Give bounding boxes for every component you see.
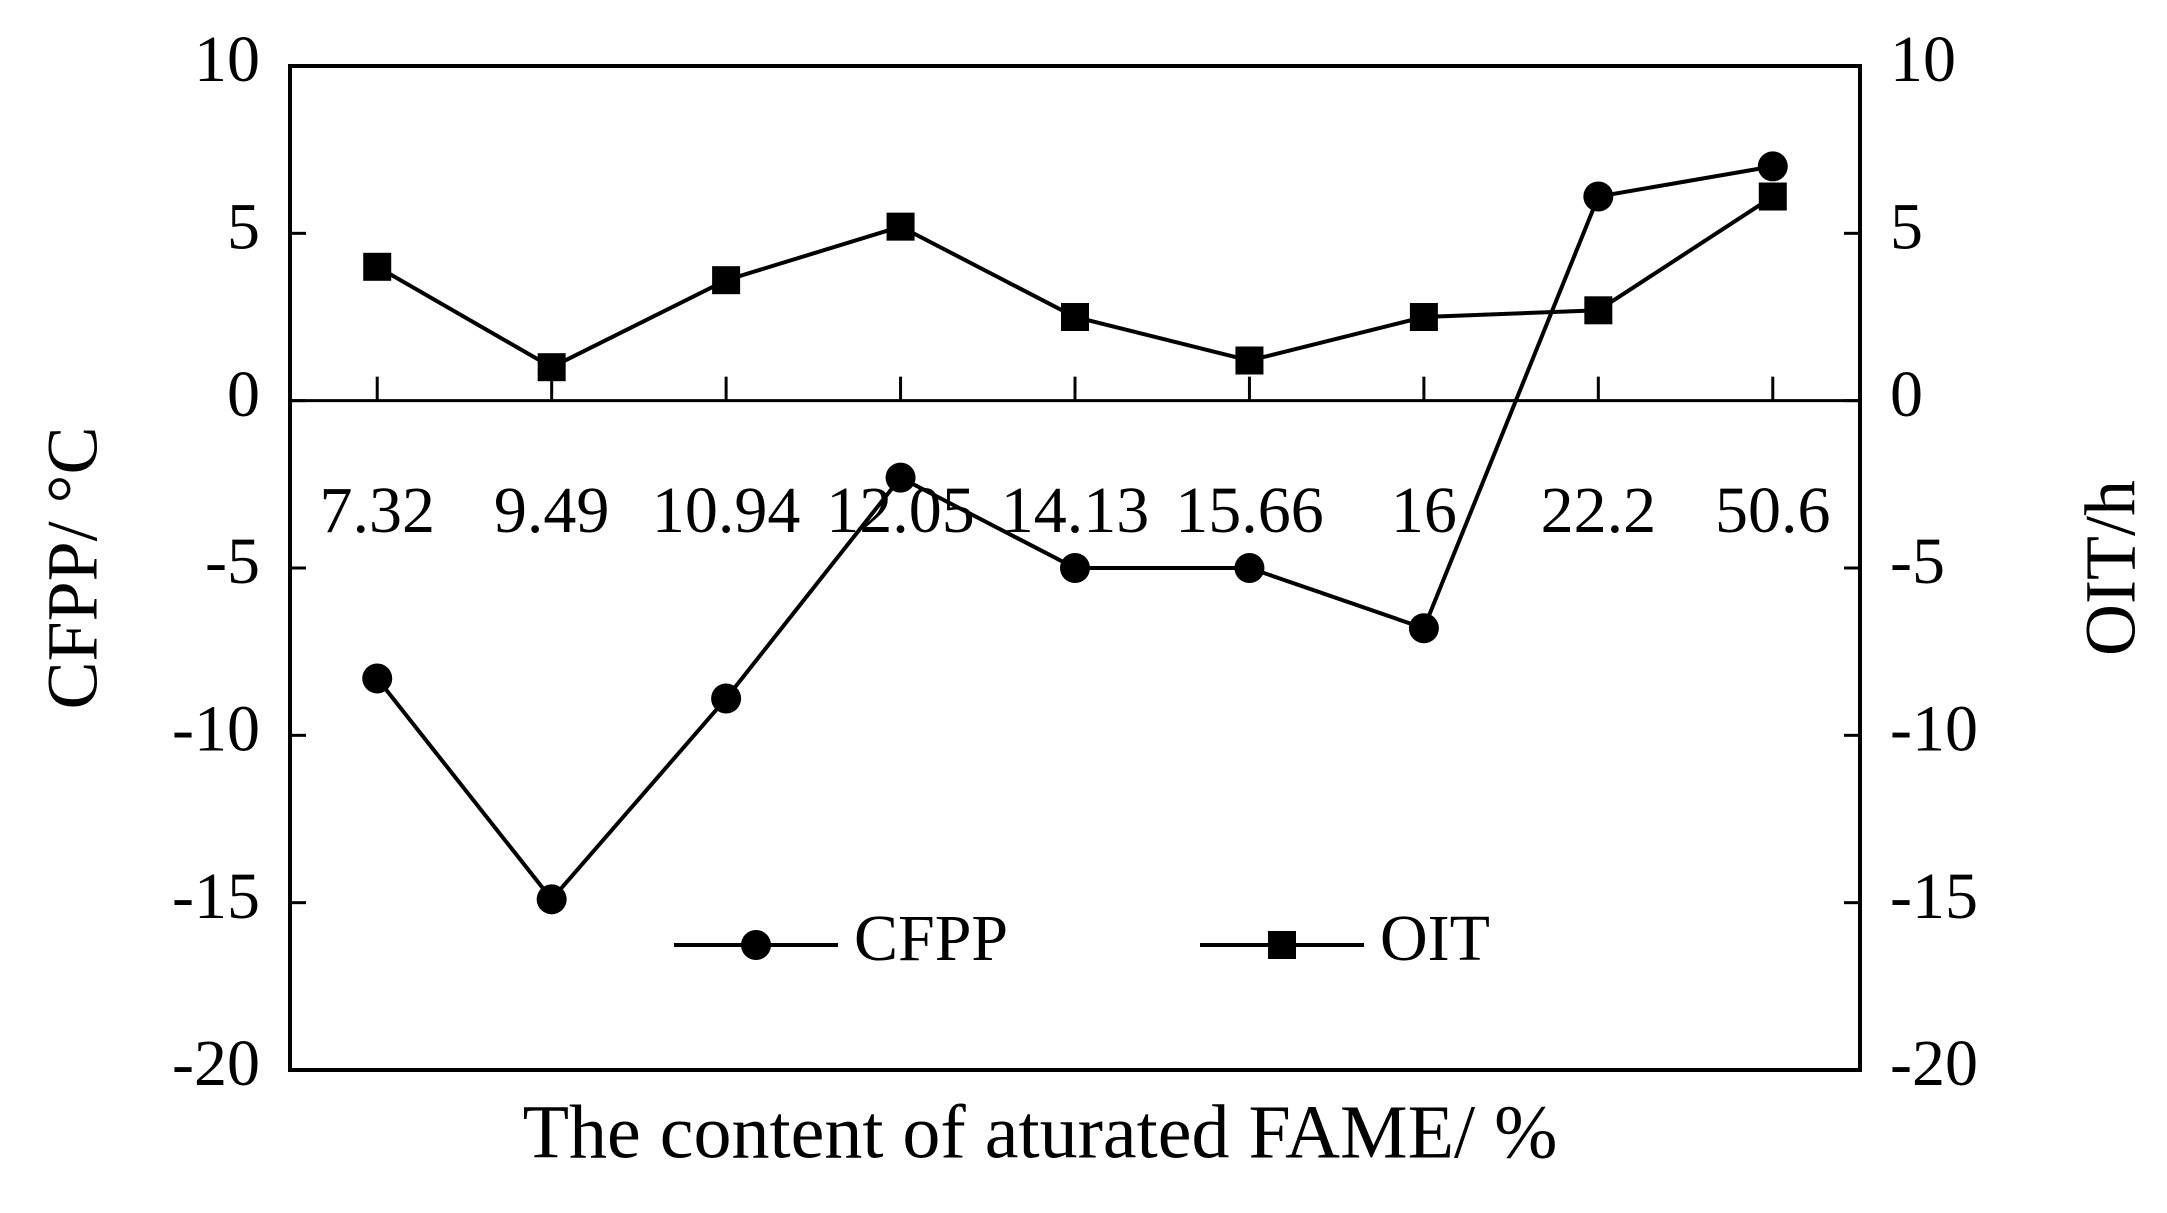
x-axis-title: The content of aturated FAME/ %: [523, 1090, 1558, 1174]
y-tick-label: -10: [172, 692, 260, 765]
marker: [1583, 181, 1614, 212]
marker: [1757, 151, 1788, 182]
x-tick-label: 7.32: [319, 474, 435, 547]
marker: [886, 212, 915, 241]
y-tick-label: 10: [194, 23, 260, 96]
x-tick-label: 22.2: [1541, 474, 1657, 547]
marker: [712, 266, 741, 295]
y-tick-label: 0: [227, 358, 260, 431]
y2-tick-label: -15: [1890, 860, 1978, 933]
x-tick-label: 10.94: [652, 474, 801, 547]
y2-tick-label: 5: [1890, 190, 1923, 263]
marker: [1235, 346, 1264, 375]
legend-label: CFPP: [854, 902, 1008, 975]
y2-tick-label: -5: [1890, 525, 1945, 598]
y-axis-title: CFPP/ °C: [33, 427, 113, 710]
legend-marker: [741, 930, 771, 960]
y-tick-label: -20: [172, 1027, 260, 1100]
legend-label: OIT: [1380, 902, 1490, 975]
x-tick-label: 16: [1391, 474, 1457, 547]
x-tick-label: 9.49: [494, 474, 610, 547]
marker: [885, 462, 916, 493]
marker: [1584, 296, 1613, 325]
x-tick-label: 14.13: [1001, 474, 1150, 547]
legend-marker: [1268, 931, 1296, 959]
marker: [537, 353, 566, 382]
marker: [1409, 303, 1438, 331]
marker: [711, 683, 742, 714]
marker: [1408, 613, 1439, 644]
marker: [536, 884, 567, 915]
marker: [1758, 182, 1787, 211]
y2-tick-label: -20: [1890, 1027, 1978, 1100]
x-tick-label: 50.6: [1715, 474, 1831, 547]
marker: [1060, 553, 1090, 583]
x-tick-label: 15.66: [1175, 474, 1324, 547]
y-tick-label: 5: [227, 190, 260, 263]
y2-tick-label: -10: [1890, 692, 1978, 765]
y-tick-label: -5: [205, 525, 260, 598]
marker: [362, 663, 393, 694]
marker: [363, 252, 392, 281]
y2-axis-title: OIT/h: [2071, 480, 2151, 656]
y2-tick-label: 10: [1890, 23, 1956, 96]
y-tick-label: -15: [172, 860, 260, 933]
y2-tick-label: 0: [1890, 358, 1923, 431]
marker: [1234, 553, 1265, 583]
marker: [1061, 303, 1089, 331]
